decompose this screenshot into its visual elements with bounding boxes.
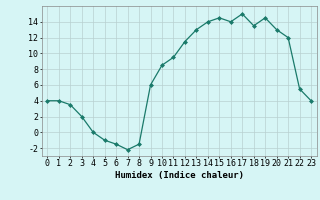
X-axis label: Humidex (Indice chaleur): Humidex (Indice chaleur) [115, 171, 244, 180]
